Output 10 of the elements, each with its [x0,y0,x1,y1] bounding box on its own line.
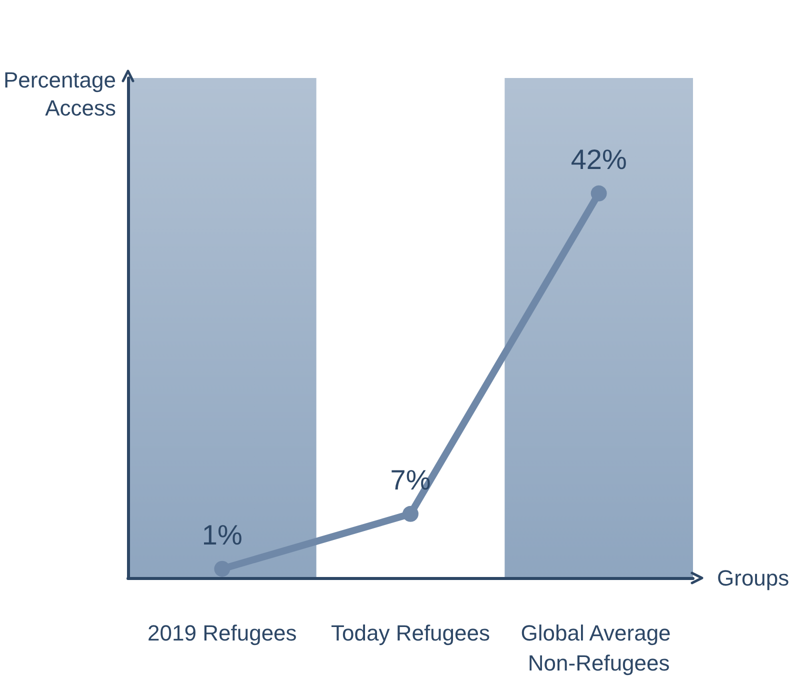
x-tick-label: 2019 Refugees [148,620,297,646]
data-label: 42 [570,144,602,175]
x-tick-label: Today Refugees [331,620,490,646]
x-axis-title: Groups [717,566,790,590]
text: % [602,144,627,175]
y-axis-title: Percentage Access [3,68,116,120]
x-tick-label: Global Average Non-Refugees [520,620,677,676]
data-label: 1 [202,519,218,550]
text: % [218,519,242,550]
data-label: 7 [390,464,406,496]
